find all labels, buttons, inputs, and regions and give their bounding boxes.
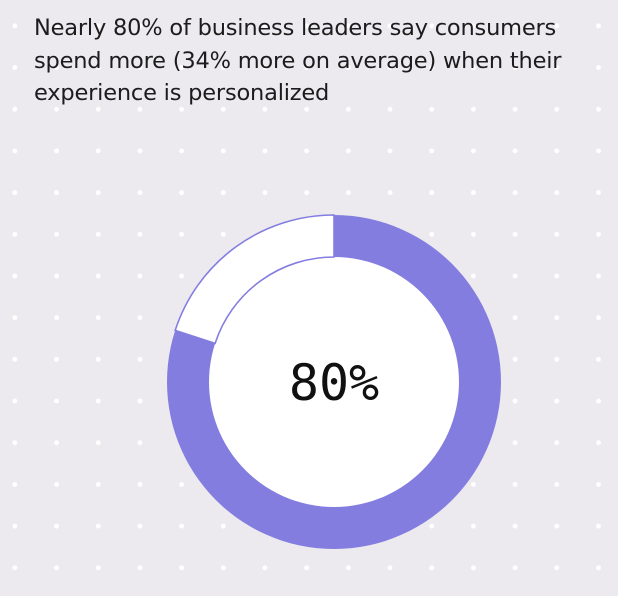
- donut-slice-1: [174, 214, 335, 345]
- donut-slices: [167, 214, 501, 550]
- center-percentage-label: 80%: [289, 354, 379, 412]
- headline: Nearly 80% of business leaders say consu…: [34, 15, 562, 106]
- donut-center: [209, 257, 459, 507]
